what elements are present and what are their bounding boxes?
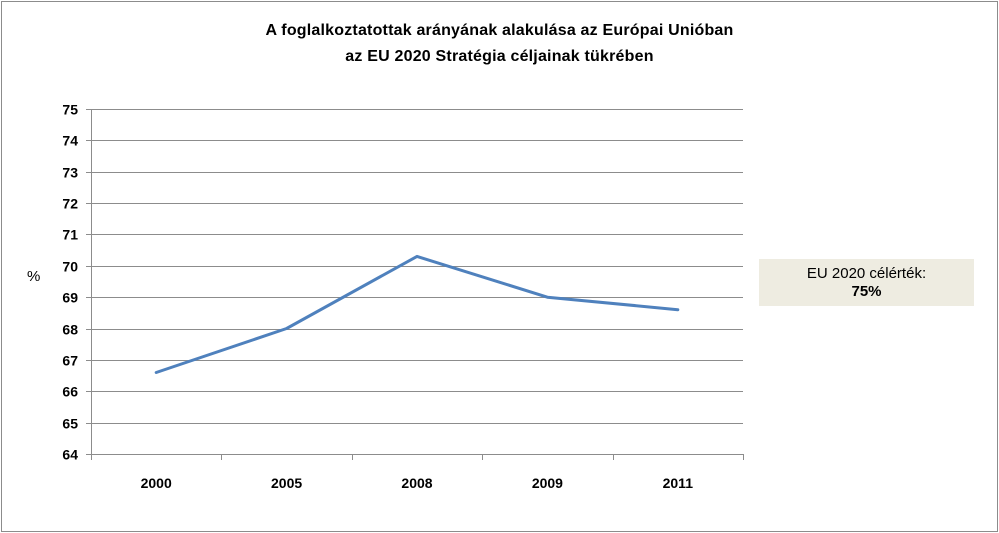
y-tick-label-75: 75 [62, 102, 78, 118]
y-tick-label-68: 68 [62, 322, 78, 338]
y-tick-label-70: 70 [62, 259, 78, 275]
y-tick-label-74: 74 [62, 133, 78, 149]
series-line-0 [154, 254, 680, 374]
y-tick-label-67: 67 [62, 353, 78, 369]
x-tick-label-2008: 2008 [401, 475, 432, 491]
target-annotation-box: EU 2020 célérték: 75% [759, 259, 974, 306]
y-tick-label-72: 72 [62, 196, 78, 212]
x-tick-label-2009: 2009 [532, 475, 563, 491]
chart-title: A foglalkoztatottak arányának alakulása … [265, 22, 734, 39]
y-tick-label-73: 73 [62, 165, 78, 181]
chart-subtitle: az EU 2020 Stratégia céljainak tükrében [345, 48, 654, 65]
y-tick-label-71: 71 [62, 227, 78, 243]
y-tick-label-66: 66 [62, 384, 78, 400]
y-tick-label-69: 69 [62, 290, 78, 306]
x-tick-label-2000: 2000 [141, 475, 172, 491]
y-axis-label: % [27, 268, 41, 285]
target-annotation-label: EU 2020 célérték: [806, 265, 927, 282]
x-tick-label-2005: 2005 [271, 475, 302, 491]
x-tick-label-2011: 2011 [663, 475, 694, 491]
y-tick-label-64: 64 [62, 447, 78, 463]
y-tick-label-65: 65 [62, 416, 78, 432]
target-annotation-value: 75% [851, 283, 882, 300]
